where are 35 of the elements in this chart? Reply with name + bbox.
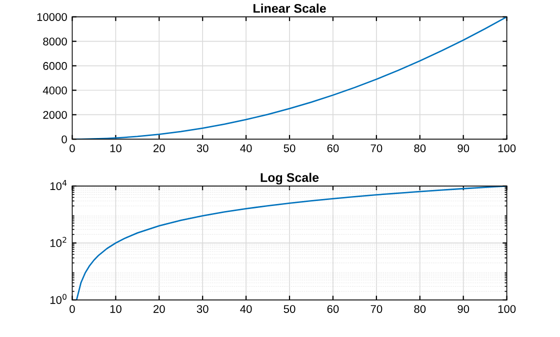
x-tick-label: 90: [458, 305, 470, 313]
y-tick-label: 6000: [43, 62, 67, 70]
x-tick-label: 30: [196, 305, 208, 313]
chart-title: Log Scale: [260, 172, 319, 185]
x-tick-label: 20: [154, 305, 165, 313]
y-tick-label: 10$^{4}$: [50, 180, 67, 190]
y-tick-label: 10$^{0}$: [50, 294, 66, 304]
x-tick-label: 30: [196, 144, 208, 152]
x-tick-label: 90: [458, 144, 470, 152]
y-tick-label: 0: [62, 135, 67, 144]
x-tick-label: 50: [284, 305, 296, 313]
x-tick-label: 0: [70, 144, 75, 152]
y-tick-label: 2000: [43, 110, 67, 119]
x-tick-label: 40: [240, 144, 252, 152]
x-tick-label: 10: [110, 305, 122, 313]
y-tick-label: 10000: [37, 13, 67, 21]
x-tick-label: 60: [327, 144, 339, 152]
x-tick-label: 100: [498, 305, 516, 313]
x-tick-label: 40: [240, 305, 252, 313]
y-tick-label: 10$^{2}$: [50, 236, 66, 248]
chart-title: Linear Scale: [254, 4, 326, 13]
x-tick-label: 70: [370, 144, 382, 152]
y-tick-label: 4000: [42, 86, 67, 94]
y-tick-label: 8000: [43, 38, 67, 46]
x-tick-label: 70: [370, 305, 382, 313]
x-tick-label: 10: [110, 144, 122, 152]
x-tick-label: 0: [70, 305, 75, 313]
line-series: [76, 16, 507, 140]
x-tick-label: 60: [327, 305, 339, 313]
x-tick-label: 80: [414, 144, 426, 152]
x-tick-label: 80: [414, 305, 426, 313]
x-tick-label: 50: [284, 144, 296, 152]
x-tick-label: 20: [154, 144, 165, 152]
x-tick-label: 100: [498, 144, 516, 152]
line-series: [76, 186, 507, 300]
